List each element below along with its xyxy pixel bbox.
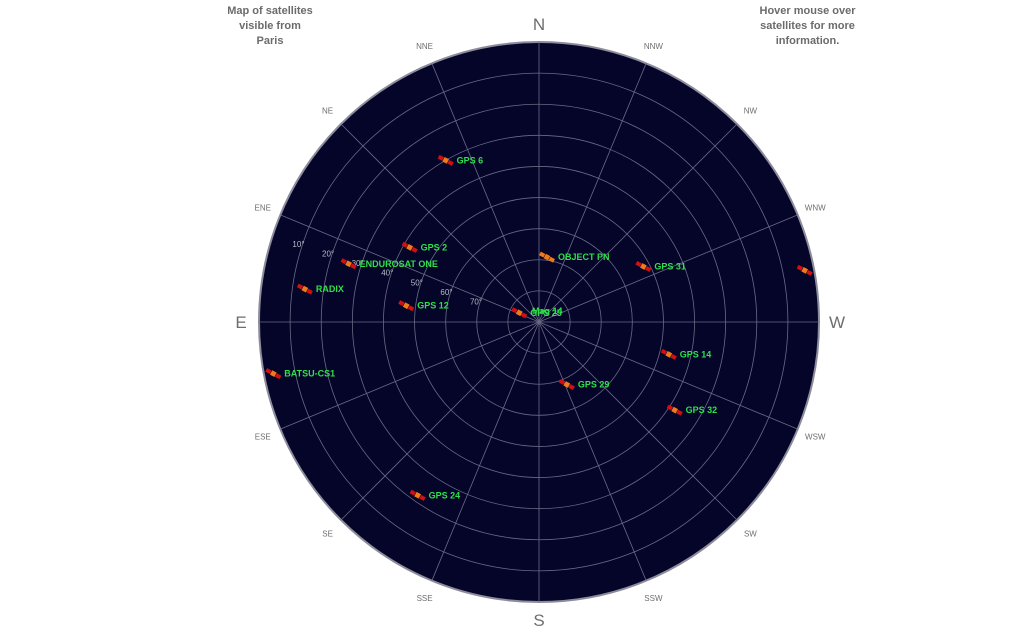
satellite-label: Mag 14 [532,306,563,316]
satellite-icon[interactable] [296,283,313,295]
satellite-label: GPS 25 [530,308,562,318]
compass-label-nw: NW [744,107,758,116]
azimuth-line [340,321,540,521]
satellite-label: GPS 24 [429,490,461,500]
satellite-marker[interactable]: GPS 32 [666,404,717,416]
compass-label-wsw: WSW [805,432,826,441]
satellite-marker[interactable]: GPS 24 [409,489,460,501]
satellite-marker[interactable]: GPS 14 [660,348,712,360]
satellite-label: GP [816,265,829,275]
satellite-icon[interactable] [265,368,282,380]
satellite-icon[interactable] [538,251,555,263]
azimuth-line [538,214,798,323]
compass-label-sw: SW [744,529,757,538]
satellite-marker[interactable]: GPS 31 [635,260,686,273]
satellite-icon[interactable] [398,300,415,312]
satellite-marker[interactable]: BATSU-CS1 [265,368,335,380]
satellite-label: GPS 14 [680,349,712,359]
azimuth-line [431,321,540,581]
satellite-icon[interactable] [511,307,528,319]
satellite-marker[interactable]: GPS 12 [398,300,449,312]
elevation-label: 60° [440,288,452,297]
azimuth-line [538,321,738,521]
satellite-marker[interactable]: GPS 2 [401,241,447,253]
azimuth-line [280,321,540,430]
compass-label-ne: NE [322,107,333,116]
azimuth-line [538,63,647,323]
azimuth-line [538,123,738,323]
satellite-marker[interactable]: GPS 25 [511,307,562,319]
satellite-icon[interactable] [796,264,813,276]
satellite-marker[interactable]: OBJECT PN [538,251,610,263]
hover-hint-note: Hover mouse over satellites for more inf… [759,5,856,47]
satellite-icon[interactable] [666,404,683,416]
satellite-icon[interactable] [437,154,454,166]
map-title-note: Map of satellites visible from Paris [227,5,313,47]
satellite-label: GPS 2 [421,242,448,252]
compass-label-n: N [533,15,545,34]
satellite-marker[interactable]: RADIX [296,283,344,295]
elevation-label: 20° [322,249,334,258]
satellite-layer: GPS 6 OBJECT PN GPS 31 GP GPS 2 ENDUROSAT ONE… [265,154,829,501]
satellite-icon[interactable] [558,379,575,391]
azimuth-line [280,214,540,323]
compass-label-ene: ENE [255,204,271,213]
satellite-marker[interactable]: ENDUROSAT ONE [340,258,438,270]
satellite-label: RADIX [316,284,344,294]
compass-label-w: W [829,313,845,332]
compass-label-ssw: SSW [644,594,663,603]
satellite-icon[interactable] [409,489,426,501]
azimuth-line [538,321,798,430]
azimuth-line [431,63,540,323]
satellite-marker[interactable]: GPS 29 [558,379,610,391]
elevation-label: 30° [352,259,364,268]
compass-label-se: SE [322,529,333,538]
compass-label-nnw: NNW [644,42,664,51]
satellite-icon[interactable] [401,241,418,253]
compass-label-sse: SSE [417,594,433,603]
compass-label-nne: NNE [416,42,433,51]
satellite-label: GPS 6 [457,155,484,165]
compass-label-wnw: WNW [805,204,826,213]
satellite-label: GPS 32 [686,405,718,415]
elevation-label: 40° [381,269,393,278]
azimuth-line [340,123,540,323]
satellite-label: GPS 12 [417,301,449,311]
satellite-label: ENDUROSAT ONE [360,259,438,269]
compass-label-ese: ESE [255,432,271,441]
elevation-label: 70° [470,298,482,307]
elevation-label: 10° [292,240,304,249]
compass-label-e: E [235,313,246,332]
satellite-label: OBJECT PN [558,252,610,262]
satellite-marker[interactable]: GPS 6 [437,154,483,166]
satellite-label: GPS 29 [578,380,610,390]
azimuth-line [538,321,647,581]
elevation-label: 50° [411,278,423,287]
compass-label-s: S [533,611,544,630]
satellite-label: BATSU-CS1 [284,369,335,379]
satellite-icon[interactable] [660,348,677,360]
satellite-icon[interactable] [340,258,357,270]
satellite-icon[interactable] [635,260,652,273]
satellite-marker[interactable]: Mag 14 [532,306,563,316]
satellite-label: GPS 31 [654,261,686,271]
